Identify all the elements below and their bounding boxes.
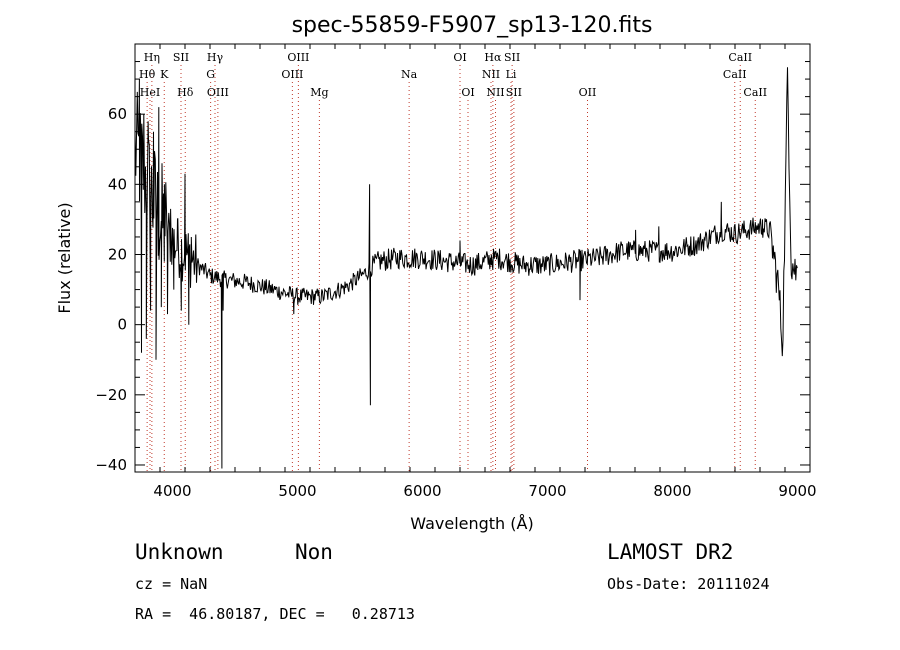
spectral-line-label: OI bbox=[461, 86, 474, 99]
obs-date: Obs-Date: 20111024 bbox=[607, 575, 770, 593]
spectral-line-label: OIII bbox=[281, 68, 303, 81]
x-tick-label: 9000 bbox=[778, 482, 816, 500]
x-tick-label: 8000 bbox=[653, 482, 691, 500]
chart-title: spec-55859-F5907_sp13-120.fits bbox=[292, 13, 653, 38]
y-tick-label: −40 bbox=[95, 456, 127, 474]
spectral-line-label: Na bbox=[401, 68, 418, 81]
spectral-line-label: CaII bbox=[723, 68, 747, 81]
spectrum-trace bbox=[134, 67, 798, 469]
x-tick-label: 7000 bbox=[528, 482, 566, 500]
spectral-line-label: CaII bbox=[728, 51, 752, 64]
y-axis-label: Flux (relative) bbox=[55, 202, 74, 313]
y-tick-label: 0 bbox=[117, 316, 127, 334]
coordinates: RA = 46.80187, DEC = 0.28713 bbox=[135, 605, 415, 623]
spectral-line-label: K bbox=[160, 68, 169, 81]
spectral-line-label: Mg bbox=[310, 86, 328, 99]
spectral-line-label: HeI bbox=[140, 86, 160, 99]
spectral-line-label: SII bbox=[506, 86, 522, 99]
spectral-line-label: G bbox=[206, 68, 215, 81]
cz-value: cz = NaN bbox=[135, 575, 208, 593]
x-axis-label: Wavelength (Å) bbox=[410, 514, 533, 533]
plot-frame bbox=[134, 43, 811, 473]
spectral-line-label: Li bbox=[506, 68, 517, 81]
spectral-line-label: SII bbox=[173, 51, 189, 64]
x-tick-label: 4000 bbox=[153, 482, 191, 500]
spectral-line-label: Hγ bbox=[207, 51, 224, 64]
y-axis-ticks: −40 −20 0 20 40 60 bbox=[95, 43, 810, 474]
y-tick-label: 40 bbox=[108, 175, 127, 193]
spectral-line-label: Hθ bbox=[139, 68, 156, 81]
x-tick-label: 5000 bbox=[278, 482, 316, 500]
spectral-line-label: OIII bbox=[207, 86, 229, 99]
spectral-line-label: Hδ bbox=[177, 86, 194, 99]
spectral-line-label: OIII bbox=[287, 51, 309, 64]
spectral-line-label: NII bbox=[486, 86, 504, 99]
spectral-line-label: Hη bbox=[144, 51, 160, 64]
subclass-label: Non bbox=[295, 540, 333, 564]
spectral-line-label: OII bbox=[579, 86, 597, 99]
spectral-line-label: SII bbox=[504, 51, 520, 64]
x-tick-label: 6000 bbox=[403, 482, 441, 500]
x-axis-ticks: 4000 5000 6000 7000 8000 9000 bbox=[134, 44, 817, 500]
y-tick-label: 60 bbox=[108, 105, 127, 123]
spectral-line-label: OI bbox=[453, 51, 466, 64]
spectral-line-label: CaII bbox=[743, 86, 767, 99]
spectral-line-label: NII bbox=[482, 68, 500, 81]
y-tick-label: −20 bbox=[95, 386, 127, 404]
y-tick-label: 20 bbox=[108, 245, 127, 263]
class-label: Unknown bbox=[135, 540, 224, 564]
spectral-line-markers bbox=[146, 65, 756, 472]
survey-label: LAMOST DR2 bbox=[607, 540, 734, 564]
spectral-line-label: Hα bbox=[484, 51, 502, 64]
